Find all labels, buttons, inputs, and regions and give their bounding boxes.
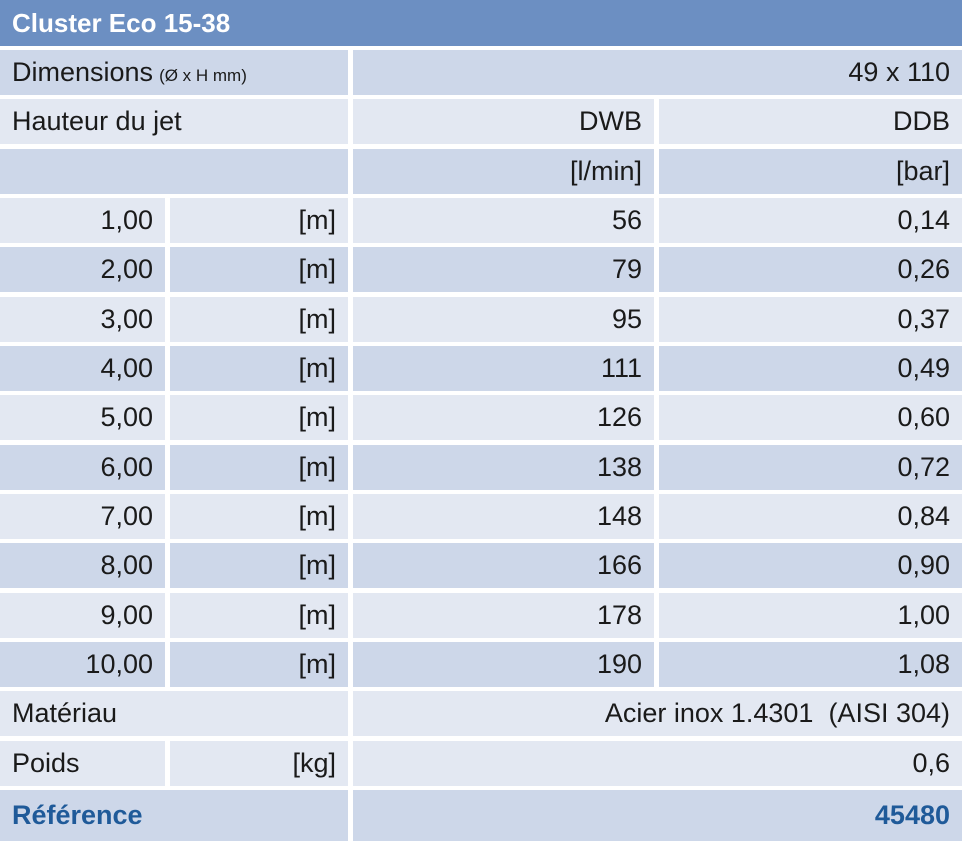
unit: (Ø x H mm) (159, 65, 247, 85)
cell: 126 (353, 395, 654, 440)
cell: 95 (353, 297, 654, 342)
cell: 4,00 (0, 346, 165, 391)
cell: 0,90 (659, 543, 962, 588)
cell: 1,00 (0, 198, 165, 243)
cell: 1,00 (659, 593, 962, 638)
cell: 166 (353, 543, 654, 588)
cell: [m] (170, 346, 348, 391)
cell: 148 (353, 494, 654, 539)
cell: 0,72 (659, 445, 962, 490)
cell: 10,00 (0, 642, 165, 687)
value: 0,6 (353, 741, 962, 786)
column-header: DWB (353, 99, 654, 144)
unit: [kg] (170, 741, 348, 786)
unit: [bar] (659, 149, 962, 194)
cell: 0,49 (659, 346, 962, 391)
cell: 0,84 (659, 494, 962, 539)
cell: 178 (353, 593, 654, 638)
cell: [m] (170, 198, 348, 243)
label: Référence (0, 790, 348, 841)
label: Dimensions (Ø x H mm) (0, 50, 348, 95)
value: 45480 (353, 790, 962, 841)
cell: 3,00 (0, 297, 165, 342)
column-header: DDB (659, 99, 962, 144)
empty (0, 149, 348, 194)
cell: 6,00 (0, 445, 165, 490)
cell: [m] (170, 395, 348, 440)
cell: 0,60 (659, 395, 962, 440)
cell: 2,00 (0, 247, 165, 292)
cell: 0,37 (659, 297, 962, 342)
cell: 190 (353, 642, 654, 687)
cell: [m] (170, 494, 348, 539)
cell: 0,26 (659, 247, 962, 292)
cell: [m] (170, 445, 348, 490)
cell: 1,08 (659, 642, 962, 687)
cell: 9,00 (0, 593, 165, 638)
cell: [m] (170, 247, 348, 292)
label: Poids (0, 741, 165, 786)
cell: 8,00 (0, 543, 165, 588)
cell: 5,00 (0, 395, 165, 440)
title: Cluster Eco 15-38 (0, 0, 962, 46)
cell: [m] (170, 593, 348, 638)
cell: 138 (353, 445, 654, 490)
label: Matériau (0, 691, 348, 736)
cell: [m] (170, 297, 348, 342)
cell: 79 (353, 247, 654, 292)
value: Acier inox 1.4301 (AISI 304) (353, 691, 962, 736)
cell: [m] (170, 543, 348, 588)
value: 49 x 110 (353, 50, 962, 95)
cell: 56 (353, 198, 654, 243)
unit: [l/min] (353, 149, 654, 194)
cell: 7,00 (0, 494, 165, 539)
cell: [m] (170, 642, 348, 687)
cell: 111 (353, 346, 654, 391)
cell: 0,14 (659, 198, 962, 243)
label: Hauteur du jet (0, 99, 348, 144)
